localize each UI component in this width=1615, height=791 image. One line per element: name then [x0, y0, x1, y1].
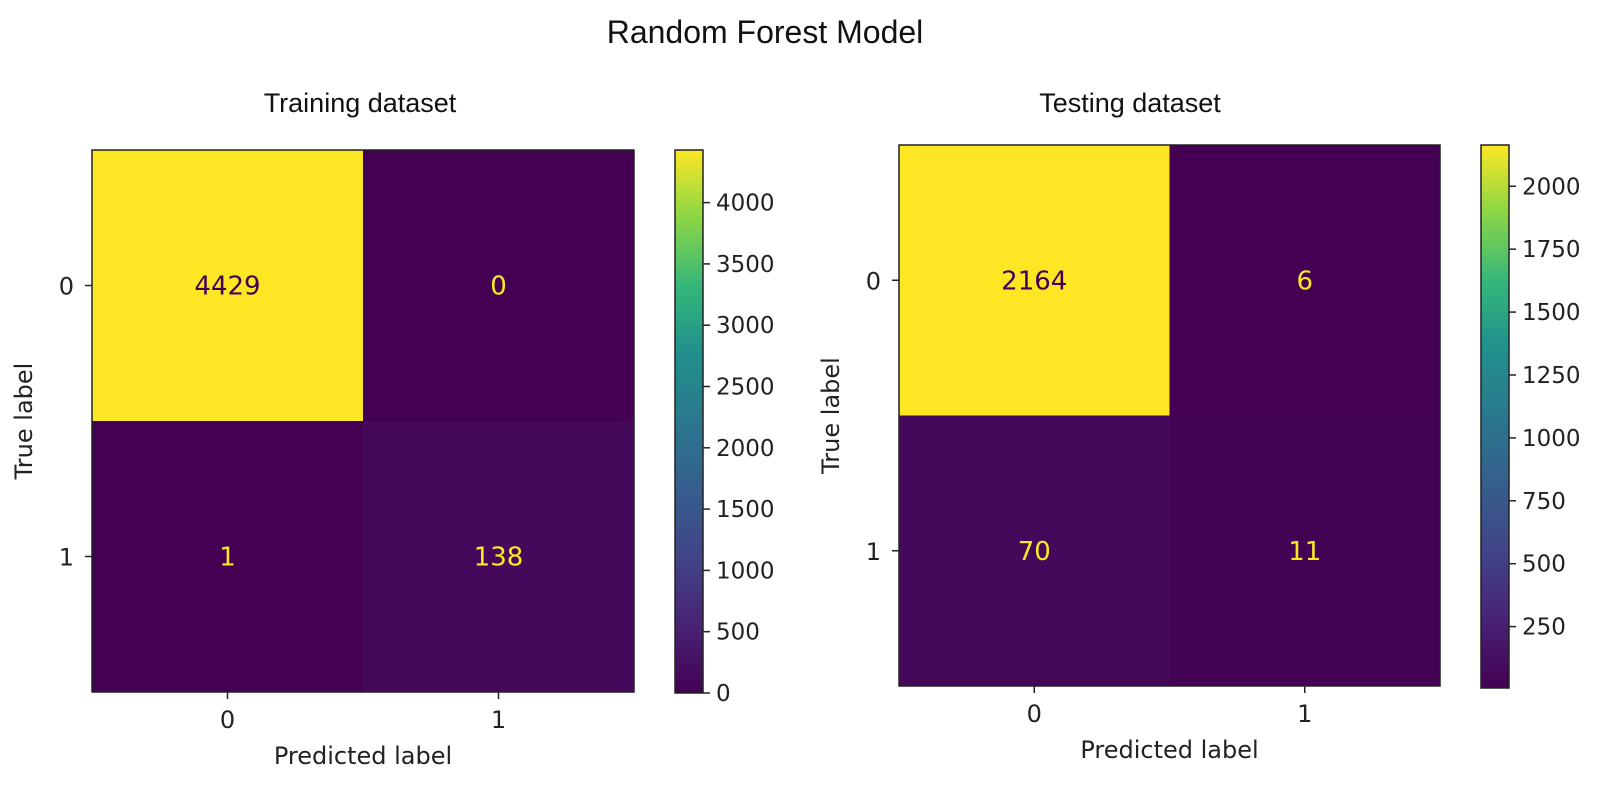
heatmap-cell — [899, 415, 1170, 686]
heatmap-cell — [1169, 415, 1440, 686]
heatmap-panel-0: 4429 0 1 138 0 1 0 1 Predicted label True label 0 5… — [10, 149, 775, 770]
heatmap-cell — [92, 421, 363, 692]
heatmap-cell — [899, 145, 1170, 416]
y-tick-label: 1 — [866, 538, 881, 566]
cell-value-label: 4429 — [194, 272, 260, 302]
matrix-frame — [91, 149, 635, 693]
heatmap-cell — [363, 421, 634, 692]
colorbar — [674, 149, 704, 694]
x-tick-label: 0 — [1027, 700, 1042, 728]
heatmap-cell — [92, 150, 363, 421]
cell-value-label: 2164 — [1001, 266, 1067, 296]
colorbar-tick-label: 2000 — [1522, 174, 1581, 200]
colorbar-tick-label: 250 — [1522, 615, 1566, 641]
heatmap-cell — [363, 150, 634, 421]
cell-value-label: 6 — [1296, 266, 1313, 296]
colorbar-tick-label: 1750 — [1522, 237, 1581, 263]
cell-value-label: 0 — [490, 272, 507, 302]
cell-value-label: 70 — [1018, 537, 1051, 567]
x-axis-label: Predicted label — [274, 742, 452, 770]
colorbar-tick-label: 2000 — [716, 436, 775, 462]
chart-title-testing: Testing dataset — [1039, 88, 1221, 118]
x-tick-label: 1 — [1297, 700, 1312, 728]
y-axis-label: True label — [10, 363, 38, 481]
colorbar-tick-label: 0 — [716, 681, 731, 707]
colorbar-tick-label: 1000 — [1522, 426, 1581, 452]
colorbar-tick-label: 3000 — [716, 313, 775, 339]
colorbar-tick-label: 750 — [1522, 489, 1566, 515]
colorbar-tick-label: 1500 — [1522, 300, 1581, 326]
x-axis-label: Predicted label — [1080, 736, 1258, 764]
x-tick-label: 1 — [491, 706, 506, 734]
cell-value-label: 11 — [1288, 537, 1321, 567]
colorbar-tick-label: 1250 — [1522, 363, 1581, 389]
matrix-frame — [898, 144, 1441, 687]
colorbar-tick-label: 4000 — [716, 191, 775, 217]
colorbar — [1480, 144, 1510, 689]
colorbar-tick-label: 500 — [716, 620, 760, 646]
colorbar-tick-label: 1000 — [716, 558, 775, 584]
cell-value-label: 138 — [474, 543, 524, 573]
colorbar-tick-label: 3500 — [716, 252, 775, 278]
cell-value-label: 1 — [219, 543, 236, 573]
figure-title: Random Forest Model — [606, 14, 924, 50]
heatmap-cell — [1169, 145, 1440, 416]
x-tick-label: 0 — [220, 706, 235, 734]
heatmap-panel-1: 2164 6 70 11 0 1 0 1 Predicted label True label 25… — [817, 144, 1581, 764]
y-tick-label: 0 — [59, 273, 74, 301]
chart-title-training: Training dataset — [263, 88, 457, 118]
colorbar-tick-label: 2500 — [716, 374, 775, 400]
y-tick-label: 0 — [866, 267, 881, 295]
colorbar-tick-label: 500 — [1522, 552, 1566, 578]
colorbar-tick-label: 1500 — [716, 497, 775, 523]
y-tick-label: 1 — [59, 544, 74, 572]
y-axis-label: True label — [817, 357, 845, 475]
